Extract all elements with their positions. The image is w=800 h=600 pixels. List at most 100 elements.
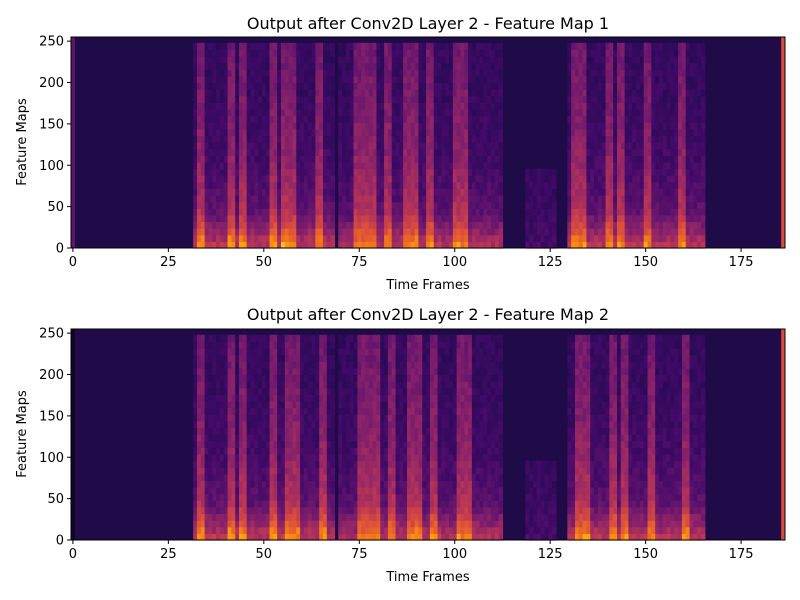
heatmap-cell xyxy=(494,195,500,203)
heatmap-cell xyxy=(204,115,210,123)
heatmap-cell xyxy=(208,460,213,468)
heatmap-cell xyxy=(200,188,206,196)
heatmap-cell xyxy=(483,69,488,77)
heatmap-cell xyxy=(193,42,198,51)
heatmap-cell xyxy=(273,334,278,343)
heatmap-cell xyxy=(319,394,324,402)
heatmap-cell xyxy=(239,208,244,216)
heatmap-cell xyxy=(628,148,633,156)
heatmap-cell xyxy=(487,82,492,90)
heatmap-cell xyxy=(418,155,423,163)
heatmap-cell xyxy=(620,108,626,117)
heatmap-cell xyxy=(303,168,309,176)
heatmap-cell xyxy=(380,115,385,123)
heatmap-cell xyxy=(380,142,385,150)
heatmap-cell xyxy=(399,56,404,64)
heatmap-cell xyxy=(281,56,286,64)
heatmap-cell xyxy=(345,381,351,389)
heatmap-cell xyxy=(258,148,263,156)
heatmap-cell xyxy=(445,168,450,176)
heatmap-cell xyxy=(475,142,481,150)
heatmap-cell xyxy=(632,128,637,137)
heatmap-cell xyxy=(311,447,316,455)
heatmap-cell xyxy=(296,427,301,435)
heatmap-cell xyxy=(693,108,698,117)
heatmap-cell xyxy=(338,434,343,442)
heatmap-cell xyxy=(380,175,385,183)
heatmap-cell xyxy=(284,348,290,356)
heatmap-cell xyxy=(353,49,358,57)
heatmap-cell xyxy=(498,128,504,137)
heatmap-cell xyxy=(357,214,362,223)
heatmap-cell xyxy=(387,188,393,196)
heatmap-cell xyxy=(265,354,271,362)
heatmap-cell xyxy=(426,142,431,150)
heatmap-cell xyxy=(250,155,255,163)
heatmap-cell xyxy=(338,447,343,455)
heatmap-cell xyxy=(445,69,450,77)
heatmap-cell xyxy=(449,69,454,77)
heatmap-cell xyxy=(235,168,240,176)
heatmap-cell xyxy=(681,56,687,64)
heatmap-cell xyxy=(380,181,385,190)
heatmap-cell xyxy=(456,69,462,77)
heatmap-cell xyxy=(315,440,320,448)
heatmap-cell xyxy=(433,122,439,130)
heatmap-cell xyxy=(582,161,588,170)
heatmap-cell xyxy=(269,42,274,51)
heatmap-cell xyxy=(681,161,687,170)
heatmap-cell xyxy=(311,234,316,242)
heatmap-cell xyxy=(594,102,599,110)
heatmap-cell xyxy=(422,108,427,117)
heatmap-cell xyxy=(643,181,649,190)
heatmap-cell xyxy=(239,480,244,488)
heatmap-cell xyxy=(575,82,580,90)
heatmap-cell xyxy=(548,228,553,236)
heatmap-cell xyxy=(242,473,248,482)
heatmap-cell xyxy=(617,208,622,216)
heatmap-cell xyxy=(319,400,324,409)
heatmap-cell xyxy=(216,381,221,389)
heatmap-cell xyxy=(246,367,252,376)
heatmap-cell xyxy=(670,128,675,137)
heatmap-cell xyxy=(315,195,320,203)
heatmap-cell xyxy=(258,208,263,216)
heatmap-cell xyxy=(193,95,198,103)
heatmap-cell xyxy=(242,334,248,343)
heatmap-cell xyxy=(296,473,301,482)
heatmap-cell xyxy=(376,201,381,209)
heatmap-cell xyxy=(403,95,408,103)
heatmap-cell xyxy=(246,533,252,541)
heatmap-cell xyxy=(323,148,328,156)
heatmap-cell xyxy=(471,234,477,242)
heatmap-cell xyxy=(315,234,320,242)
heatmap-cell xyxy=(284,75,290,84)
heatmap-cell xyxy=(407,214,412,223)
heatmap-cell xyxy=(693,128,698,137)
heatmap-cell xyxy=(319,361,324,369)
heatmap-cell xyxy=(200,155,206,163)
heatmap-cell xyxy=(281,241,286,249)
heatmap-cell xyxy=(281,208,286,216)
heatmap-cell xyxy=(353,56,358,64)
heatmap-cell xyxy=(296,155,301,163)
heatmap-cell xyxy=(315,407,320,415)
heatmap-cell xyxy=(418,69,423,77)
heatmap-cell xyxy=(231,506,236,515)
heatmap-cell xyxy=(258,195,263,203)
heatmap-cell xyxy=(277,414,282,422)
heatmap-cell xyxy=(292,181,297,190)
heatmap-cell xyxy=(296,115,301,123)
heatmap-cell xyxy=(475,201,481,209)
heatmap-cell xyxy=(219,493,225,501)
heatmap-cell xyxy=(662,102,668,110)
heatmap-cell xyxy=(571,102,576,110)
heatmap-cell xyxy=(261,447,267,455)
heatmap-cell xyxy=(246,420,252,429)
heatmap-cell xyxy=(643,128,649,137)
heatmap-cell xyxy=(659,208,664,216)
heatmap-cell xyxy=(468,75,473,84)
heatmap-cell xyxy=(208,434,213,442)
heatmap-cell xyxy=(303,188,309,196)
